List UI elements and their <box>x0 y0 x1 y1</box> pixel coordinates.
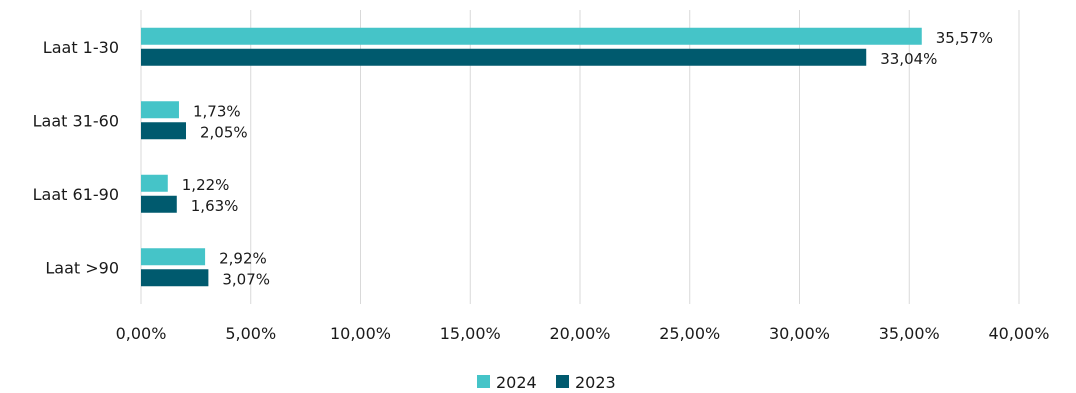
bar-2024-0 <box>141 27 922 45</box>
bar-2023-1 <box>141 122 186 140</box>
data-label-2023-2: 1,63% <box>191 197 239 215</box>
x-tick-label-7: 35,00% <box>879 324 940 343</box>
data-label-2023-1: 2,05% <box>200 123 248 141</box>
category-labels: Laat 1-30 Laat 31-60 Laat 61-90 Laat >90 <box>33 38 119 278</box>
x-tick-label-4: 20,00% <box>549 324 610 343</box>
bar-2023-0 <box>141 48 867 66</box>
data-label-2024-3: 2,92% <box>219 249 267 267</box>
legend-swatch-2024 <box>477 375 490 388</box>
x-tick-labels: 0,00% 5,00% 10,00% 15,00% 20,00% 25,00% 30,00%… <box>116 324 1050 343</box>
data-label-2024-0: 35,57% <box>936 29 993 47</box>
x-tick-label-0: 0,00% <box>116 324 167 343</box>
category-label-0: Laat 1-30 <box>43 38 119 57</box>
legend: 2024 2023 <box>477 373 616 392</box>
category-label-2: Laat 61-90 <box>33 185 119 204</box>
x-tick-label-8: 40,00% <box>988 324 1049 343</box>
bar-2023-3 <box>141 269 209 287</box>
data-label-2023-3: 3,07% <box>222 270 270 288</box>
legend-label-2024: 2024 <box>496 373 537 392</box>
x-tick-label-5: 25,00% <box>659 324 720 343</box>
x-tick-label-2: 10,00% <box>330 324 391 343</box>
category-label-1: Laat 31-60 <box>33 111 119 130</box>
legend-swatch-2023 <box>556 375 569 388</box>
legend-label-2023: 2023 <box>575 373 616 392</box>
data-label-2024-1: 1,73% <box>193 102 241 120</box>
data-label-2024-2: 1,22% <box>182 176 230 194</box>
x-tick-label-6: 30,00% <box>769 324 830 343</box>
category-label-3: Laat >90 <box>45 258 119 277</box>
x-tick-label-3: 15,00% <box>440 324 501 343</box>
bar-2024-1 <box>141 101 179 119</box>
x-tick-label-1: 5,00% <box>225 324 276 343</box>
bar-2023-2 <box>141 195 177 213</box>
bar-2024-3 <box>141 248 206 266</box>
bars <box>141 27 922 287</box>
data-labels: 35,57% 33,04% 1,73% 2,05% 1,22% 1,63% 2,92% 3,0… <box>182 29 993 289</box>
bar-2024-2 <box>141 174 168 192</box>
data-label-2023-0: 33,04% <box>880 50 937 68</box>
